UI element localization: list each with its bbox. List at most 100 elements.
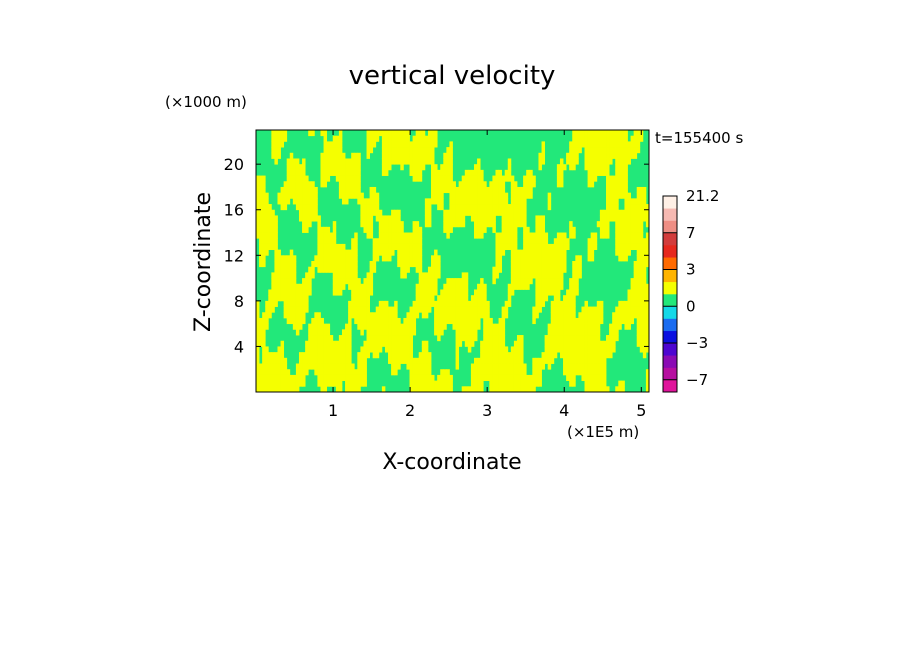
field-cell [338, 283, 343, 290]
field-cell [612, 175, 616, 182]
field-cell [596, 135, 601, 142]
field-cell [467, 175, 472, 182]
field-cell [262, 369, 266, 376]
field-cell [381, 340, 386, 347]
field-cell [615, 186, 619, 194]
field-cell [335, 158, 340, 165]
field-cell [507, 380, 512, 387]
field-cell [584, 386, 588, 393]
field-cell [523, 181, 527, 188]
field-cell [277, 147, 281, 154]
field-cell [464, 169, 469, 176]
y-tick-label: 8 [234, 292, 244, 311]
field-cell [286, 306, 291, 313]
field-cell [483, 357, 487, 364]
field-cell [298, 169, 303, 176]
field-cell [375, 135, 380, 142]
field-cell [544, 335, 549, 342]
field-cell [498, 335, 503, 342]
field-cell [618, 255, 622, 262]
colorbar-tick-label: 3 [686, 261, 696, 279]
field-cell [593, 164, 598, 171]
field-cell [363, 278, 367, 285]
field-cell [550, 243, 555, 251]
field-cell [326, 357, 331, 364]
field-cell [550, 249, 555, 256]
field-cell [314, 340, 318, 347]
field-cell [394, 363, 398, 370]
field-cell [403, 352, 407, 359]
field-cell [477, 363, 481, 370]
field-cell [351, 158, 355, 165]
field-cell [599, 147, 604, 154]
field-cell [470, 181, 475, 188]
field-cell [495, 357, 499, 364]
field-cell [421, 312, 426, 319]
field-cell [298, 352, 303, 359]
field-cell [415, 255, 420, 262]
field-cell [305, 363, 309, 370]
field-cell [639, 323, 644, 330]
field-cell [298, 192, 303, 199]
field-cell [452, 283, 456, 290]
field-cell [400, 130, 404, 137]
field-cell [480, 209, 484, 216]
field-cell [606, 352, 610, 359]
field-cell [553, 335, 558, 342]
field-cell [529, 243, 533, 251]
field-cell [547, 323, 552, 330]
field-cell [633, 215, 638, 222]
field-cell [268, 374, 272, 382]
field-cell [593, 130, 598, 137]
field-cell [351, 374, 355, 382]
field-cell [455, 295, 460, 302]
field-cell [443, 209, 447, 216]
field-cell [504, 312, 509, 319]
field-cell [569, 369, 573, 376]
field-cell [397, 221, 401, 228]
field-cell [348, 300, 352, 307]
field-cell [504, 386, 509, 393]
field-cell [636, 261, 641, 268]
field-cell [378, 346, 383, 353]
field-cell [305, 300, 309, 307]
field-cell [529, 186, 533, 194]
field-cell [504, 226, 509, 233]
field-cell [381, 152, 386, 159]
field-cell [486, 300, 490, 307]
field-cell [394, 135, 398, 142]
field-cell [363, 323, 367, 330]
field-cell [427, 369, 432, 376]
field-cell [624, 198, 628, 205]
field-cell [556, 323, 561, 330]
field-cell [498, 243, 503, 251]
field-cell [443, 164, 447, 171]
field-cell [569, 374, 573, 382]
field-cell [308, 329, 312, 336]
field-cell [470, 386, 475, 393]
field-cell [492, 335, 496, 342]
field-cell [369, 283, 374, 290]
field-cell [624, 147, 628, 154]
field-cell [642, 295, 647, 302]
field-cell [412, 238, 417, 245]
field-cell [572, 380, 576, 387]
field-cell [609, 181, 613, 188]
field-cell [627, 295, 631, 302]
field-cell [360, 380, 364, 387]
field-cell [615, 175, 619, 182]
field-cell [384, 300, 389, 307]
field-cell [563, 352, 567, 359]
field-cell [642, 261, 647, 268]
field-cell [615, 135, 619, 142]
field-cell [449, 192, 453, 199]
field-cell [621, 386, 625, 393]
field-cell [452, 317, 456, 325]
field-cell [455, 221, 460, 228]
field-cell [375, 340, 380, 347]
field-cell [498, 363, 503, 370]
field-cell [256, 374, 260, 382]
field-cell [581, 130, 585, 137]
field-cell [329, 243, 334, 251]
colorbar-tick-label: −3 [686, 334, 708, 352]
